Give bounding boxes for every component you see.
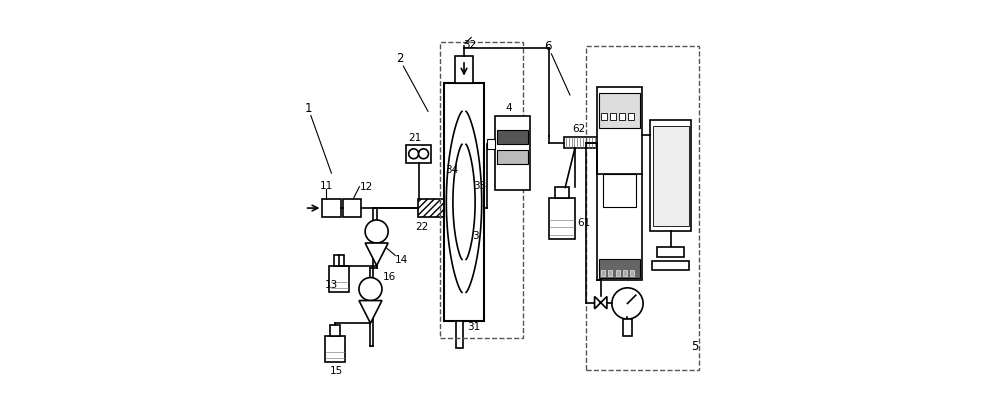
Bar <box>325 336 345 362</box>
Bar <box>555 188 569 198</box>
Bar <box>601 270 605 276</box>
Bar <box>497 151 528 164</box>
Text: 15: 15 <box>329 366 343 375</box>
Bar <box>343 199 361 218</box>
Bar <box>657 247 684 258</box>
Text: 1: 1 <box>305 102 312 114</box>
Bar <box>599 94 640 128</box>
Circle shape <box>612 288 643 319</box>
Text: 61: 61 <box>577 218 591 228</box>
Bar <box>616 270 620 276</box>
Bar <box>652 261 689 270</box>
Bar <box>322 199 341 218</box>
Bar <box>601 114 607 120</box>
Bar <box>630 270 634 276</box>
Bar <box>487 139 495 150</box>
Bar <box>650 120 691 231</box>
Bar <box>586 47 699 370</box>
Text: 2: 2 <box>396 52 404 65</box>
Bar <box>334 256 344 266</box>
Bar <box>406 145 431 164</box>
Bar <box>653 127 689 226</box>
Text: 13: 13 <box>324 280 338 290</box>
Circle shape <box>365 221 388 243</box>
Polygon shape <box>365 243 388 266</box>
Bar <box>610 114 616 120</box>
Bar <box>597 88 642 280</box>
Bar <box>497 131 528 144</box>
Polygon shape <box>359 301 382 323</box>
Bar <box>495 116 530 190</box>
Bar <box>628 114 634 120</box>
Text: 33: 33 <box>473 181 487 191</box>
Bar <box>329 266 349 293</box>
Bar <box>444 83 484 321</box>
Bar <box>330 325 340 336</box>
Bar <box>418 199 449 218</box>
Bar <box>549 198 575 239</box>
Text: 31: 31 <box>467 321 480 332</box>
Text: 3: 3 <box>472 230 479 240</box>
Bar <box>440 43 523 338</box>
Bar <box>619 114 625 120</box>
Circle shape <box>359 278 382 301</box>
Circle shape <box>419 150 428 159</box>
Bar <box>599 260 640 278</box>
Bar <box>608 270 612 276</box>
Bar <box>456 321 463 348</box>
Text: 14: 14 <box>395 255 408 265</box>
Bar <box>455 57 473 83</box>
Text: 32: 32 <box>463 40 476 50</box>
Bar <box>564 138 601 149</box>
Circle shape <box>409 150 419 159</box>
Bar <box>623 270 627 276</box>
Text: 4: 4 <box>505 103 512 113</box>
Text: 16: 16 <box>383 271 396 281</box>
Polygon shape <box>595 297 607 309</box>
Text: 21: 21 <box>408 133 422 143</box>
Bar <box>623 319 632 336</box>
Text: 12: 12 <box>359 181 373 191</box>
Text: 22: 22 <box>416 222 429 232</box>
Bar <box>603 174 636 207</box>
Text: 62: 62 <box>572 123 585 133</box>
Text: 11: 11 <box>320 180 334 190</box>
Text: 34: 34 <box>445 165 459 175</box>
Text: 6: 6 <box>544 40 552 53</box>
Text: 5: 5 <box>691 339 699 352</box>
